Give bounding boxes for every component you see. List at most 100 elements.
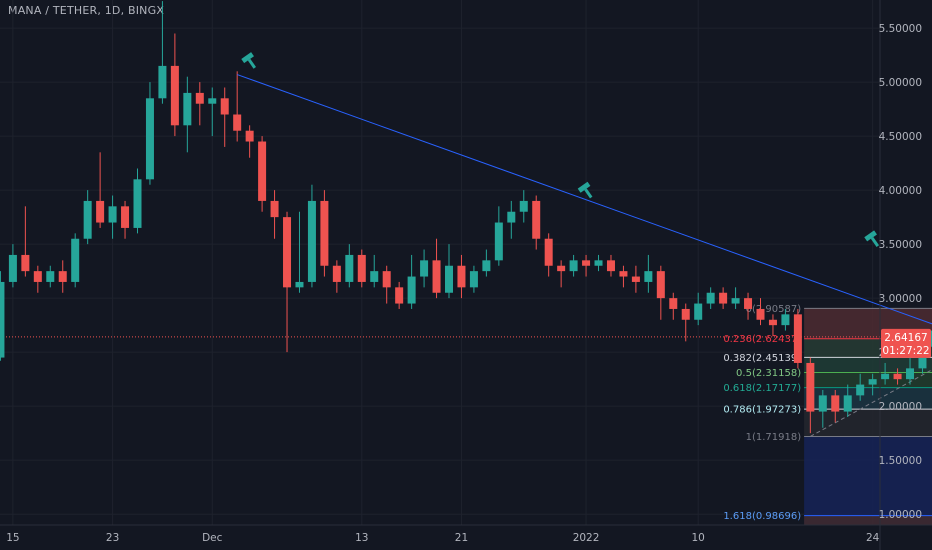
candle-body <box>469 271 478 288</box>
candle-body <box>694 303 703 320</box>
candle-body <box>345 254 354 282</box>
candle-body <box>320 200 329 266</box>
fib-band <box>804 515 932 525</box>
candle-body <box>133 179 142 228</box>
candle-body <box>145 98 154 180</box>
x-tick-label: Dec <box>202 532 223 544</box>
fib-level-label: 0.5(2.31158) <box>736 368 801 379</box>
candle-body <box>208 98 217 104</box>
candle-body <box>582 260 591 266</box>
candle-body <box>731 298 740 304</box>
x-tick-label: 15 <box>6 532 19 544</box>
candle-body <box>0 281 5 358</box>
fib-level-label: 0.618(2.17177) <box>723 383 801 394</box>
candle-body <box>606 260 615 272</box>
candle-body <box>170 65 179 126</box>
candle-body <box>594 260 603 266</box>
x-tick-label: 2022 <box>573 532 600 544</box>
candle-body <box>544 238 553 266</box>
y-tick-label: 4.00000 <box>879 185 922 197</box>
candle-body <box>295 281 304 288</box>
candle-body <box>220 98 229 115</box>
candle-body <box>21 254 30 272</box>
candle-body <box>407 276 416 304</box>
marker-icon <box>577 181 593 199</box>
candle-body <box>856 384 865 396</box>
last-price-badge <box>881 328 931 358</box>
candle-body <box>258 141 267 201</box>
candle-body <box>532 200 541 239</box>
x-tick-label: 13 <box>355 532 368 544</box>
candle-body <box>557 265 566 272</box>
last-price-value: 2.64167 <box>884 332 927 344</box>
candle-body <box>457 265 466 288</box>
candle-body <box>382 271 391 288</box>
candle-body <box>420 260 429 277</box>
candle-body <box>768 319 777 326</box>
candle-body <box>781 314 790 326</box>
x-tick-label: 21 <box>455 532 468 544</box>
chart-title: MANA / TETHER, 1D, BINGX <box>8 4 165 17</box>
y-tick-label: 1.50000 <box>879 455 922 467</box>
candle-body <box>332 265 341 282</box>
last-price-countdown: 01:27:22 <box>882 345 929 357</box>
candle-body <box>432 260 441 293</box>
y-tick-label: 1.00000 <box>879 509 922 521</box>
candle-body <box>868 379 877 385</box>
candle-body <box>233 114 242 131</box>
fib-band <box>804 357 932 373</box>
candle-body <box>644 271 653 282</box>
candle-body <box>370 271 379 282</box>
candle-body <box>519 200 528 212</box>
candle-body <box>307 200 316 282</box>
y-tick-label: 4.50000 <box>879 131 922 143</box>
fib-level-label: 1.618(0.98696) <box>723 511 801 522</box>
y-tick-label: 5.50000 <box>879 23 922 35</box>
candle-body <box>494 222 503 261</box>
fib-level-label: 0.786(1.97273) <box>723 405 801 416</box>
candle-body <box>108 206 117 223</box>
candle-body <box>793 314 802 363</box>
y-tick-label: 5.00000 <box>879 77 922 89</box>
fib-band <box>804 436 932 516</box>
candle-body <box>569 260 578 272</box>
candle-body <box>619 271 628 277</box>
candle-body <box>681 308 690 320</box>
candle-body <box>831 395 840 412</box>
candle-body <box>83 200 92 239</box>
x-tick-label: 24 <box>866 532 880 544</box>
trendline <box>237 74 932 325</box>
y-tick-label: 3.50000 <box>879 239 922 251</box>
candle-body <box>744 298 753 309</box>
candle-body <box>245 130 254 142</box>
candle-body <box>71 238 80 282</box>
candle-body <box>8 254 17 282</box>
fib-level-label: 0.236(2.62437) <box>723 334 801 345</box>
candle-body <box>930 330 932 347</box>
fib-diagonal <box>810 369 932 437</box>
marker-icon <box>864 230 880 247</box>
candle-body <box>893 373 902 380</box>
candle-body <box>631 276 640 282</box>
x-tick-label: 10 <box>692 532 705 544</box>
candle-body <box>706 292 715 304</box>
candle-body <box>445 265 453 293</box>
candle-body <box>482 260 491 272</box>
fib-band <box>804 409 932 437</box>
y-tick-label: 3.00000 <box>879 293 922 305</box>
candle-body <box>183 92 192 126</box>
candle-body <box>507 211 516 223</box>
fib-level-label: 1(1.71918) <box>746 432 802 443</box>
marker-icon <box>241 52 257 69</box>
candle-body <box>357 254 366 282</box>
candle-body <box>656 271 665 299</box>
x-tick-label: 23 <box>106 532 119 544</box>
candle-body <box>818 395 827 412</box>
fib-level-label: 0.382(2.45139) <box>723 353 801 364</box>
candle-body <box>843 395 852 412</box>
fib-level-label: 0(2.90587) <box>746 304 802 315</box>
candle-body <box>158 65 167 99</box>
candle-body <box>719 292 728 304</box>
candle-body <box>806 362 815 412</box>
